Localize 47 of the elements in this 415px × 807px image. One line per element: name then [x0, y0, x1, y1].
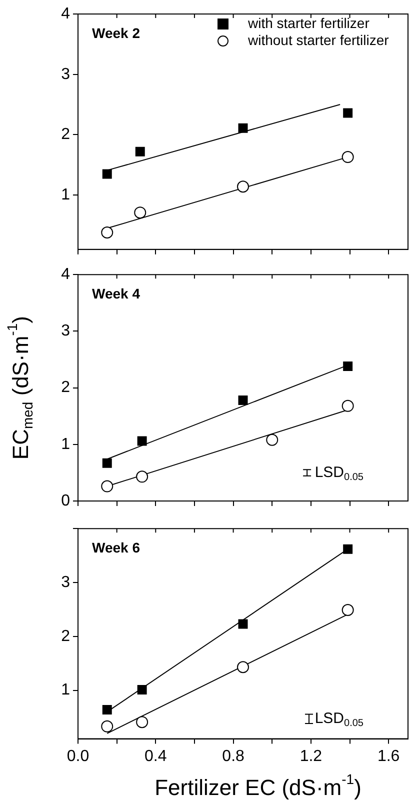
x-tick-label: 0.4 [144, 748, 167, 765]
legend-label: with starter fertilizer [247, 14, 370, 31]
y-tick-label: 2 [61, 379, 70, 396]
y-tick-label: 2 [61, 628, 70, 645]
y-tick-label: 0 [61, 492, 70, 510]
point [343, 108, 353, 118]
point [237, 661, 249, 674]
point [137, 436, 147, 446]
y-tick-label: 3 [61, 322, 70, 340]
point [102, 704, 112, 714]
point [342, 604, 354, 616]
x-tick-label: 1.2 [300, 748, 322, 765]
point [101, 226, 114, 238]
y-tick-label: 3 [61, 574, 70, 591]
point [266, 434, 278, 446]
point [343, 544, 353, 554]
y-tick-label: 1 [61, 186, 70, 204]
y-tick-label: 1 [61, 436, 70, 453]
point [136, 470, 148, 483]
y-tick-label: 4 [61, 5, 70, 22]
point [101, 720, 114, 732]
point [238, 396, 248, 405]
y-tick-label: 2 [61, 126, 70, 144]
point [134, 206, 146, 219]
y-tick-label: 4 [61, 266, 70, 284]
text: Week 2 [92, 24, 140, 41]
x-tick-label: 0.8 [222, 748, 245, 765]
x-tick-label: 0.0 [66, 748, 90, 765]
point [102, 169, 112, 179]
point [102, 458, 112, 468]
legend-label: without starter fertilizer [247, 32, 390, 48]
y-tick-label: 1 [61, 682, 70, 699]
point [342, 151, 354, 164]
point [342, 400, 354, 412]
point [135, 146, 145, 156]
text: Week 6 [92, 539, 140, 556]
point [101, 480, 114, 492]
point [136, 716, 148, 728]
x-tick-label: 1.6 [377, 748, 400, 765]
point [238, 123, 248, 133]
y-tick-label: 3 [61, 66, 70, 83]
y-axis-title: ECmed (dS·m-1) [4, 316, 36, 460]
point [137, 685, 147, 694]
text: Week 4 [92, 285, 140, 302]
point [237, 180, 249, 193]
point [343, 362, 353, 372]
point [238, 619, 248, 629]
